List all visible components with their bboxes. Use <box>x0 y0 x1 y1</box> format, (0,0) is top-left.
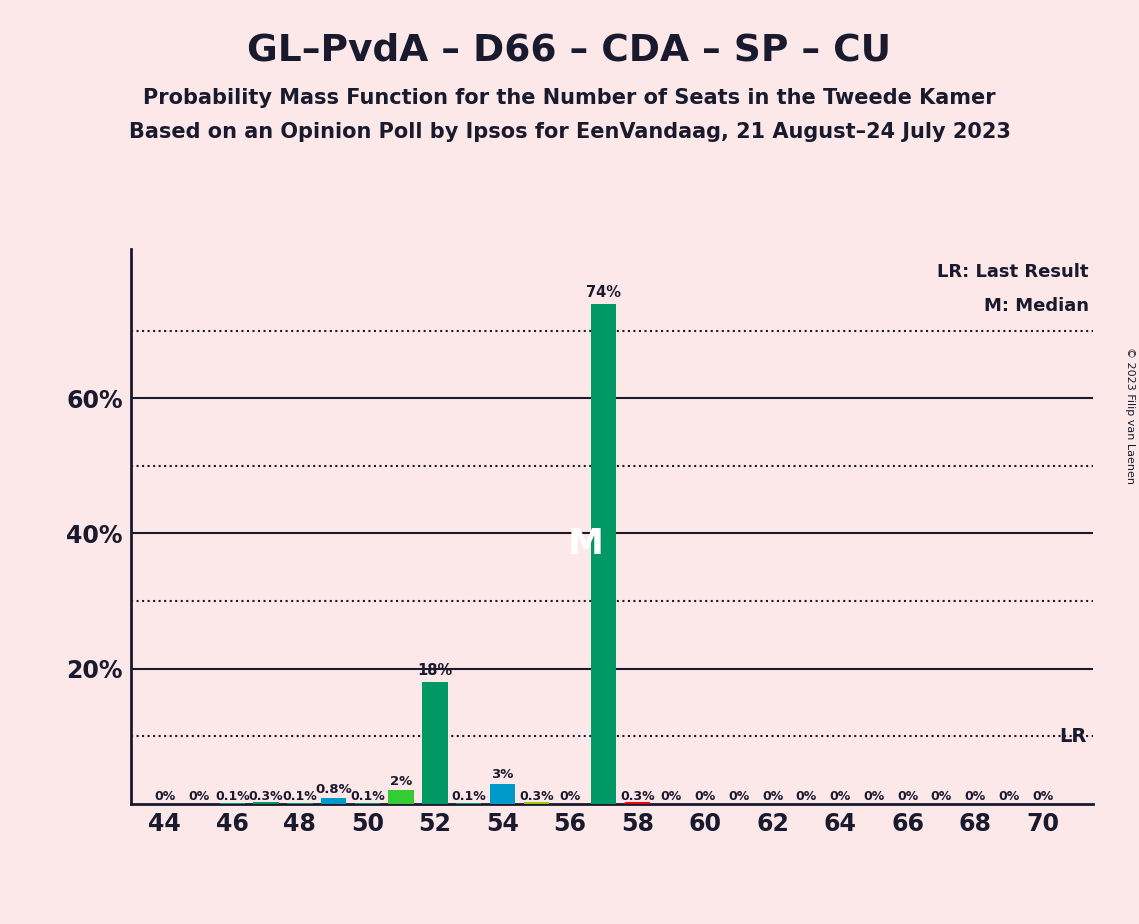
Text: 0%: 0% <box>695 789 715 803</box>
Text: 0%: 0% <box>661 789 682 803</box>
Text: 2%: 2% <box>390 774 412 787</box>
Text: 18%: 18% <box>417 663 452 678</box>
Text: LR: LR <box>1059 727 1087 746</box>
Text: 0.8%: 0.8% <box>316 783 352 796</box>
Bar <box>423 682 448 804</box>
Bar <box>625 802 650 804</box>
Text: M: M <box>567 527 604 561</box>
Bar <box>524 802 549 804</box>
Text: 0%: 0% <box>931 789 952 803</box>
Text: 74%: 74% <box>587 285 621 299</box>
Text: Based on an Opinion Poll by Ipsos for EenVandaag, 21 August–24 July 2023: Based on an Opinion Poll by Ipsos for Ee… <box>129 122 1010 142</box>
Text: © 2023 Filip van Laenen: © 2023 Filip van Laenen <box>1125 347 1134 484</box>
Text: GL–PvdA – D66 – CDA – SP – CU: GL–PvdA – D66 – CDA – SP – CU <box>247 32 892 68</box>
Text: 0%: 0% <box>559 789 581 803</box>
Text: LR: Last Result: LR: Last Result <box>937 263 1089 281</box>
Text: 0%: 0% <box>188 789 210 803</box>
Text: 0%: 0% <box>829 789 851 803</box>
Text: M: Median: M: Median <box>984 297 1089 314</box>
Text: 0.1%: 0.1% <box>282 789 318 803</box>
Text: 0%: 0% <box>999 789 1019 803</box>
Text: 0%: 0% <box>728 789 749 803</box>
Text: 0%: 0% <box>796 789 817 803</box>
Text: 0%: 0% <box>1032 789 1054 803</box>
Text: Probability Mass Function for the Number of Seats in the Tweede Kamer: Probability Mass Function for the Number… <box>144 88 995 108</box>
Bar <box>490 784 515 804</box>
Bar <box>388 790 413 804</box>
Text: 0.3%: 0.3% <box>248 789 284 803</box>
Text: 0.3%: 0.3% <box>519 789 554 803</box>
Text: 0%: 0% <box>762 789 784 803</box>
Bar <box>253 802 279 804</box>
Text: 3%: 3% <box>491 768 514 781</box>
Text: 0.1%: 0.1% <box>215 789 249 803</box>
Text: 0%: 0% <box>898 789 918 803</box>
Text: 0.1%: 0.1% <box>350 789 385 803</box>
Text: 0.1%: 0.1% <box>451 789 486 803</box>
Text: 0.3%: 0.3% <box>621 789 655 803</box>
Text: 0%: 0% <box>965 789 986 803</box>
Text: 0%: 0% <box>863 789 885 803</box>
Bar <box>591 304 616 804</box>
Text: 0%: 0% <box>154 789 175 803</box>
Bar <box>321 798 346 804</box>
